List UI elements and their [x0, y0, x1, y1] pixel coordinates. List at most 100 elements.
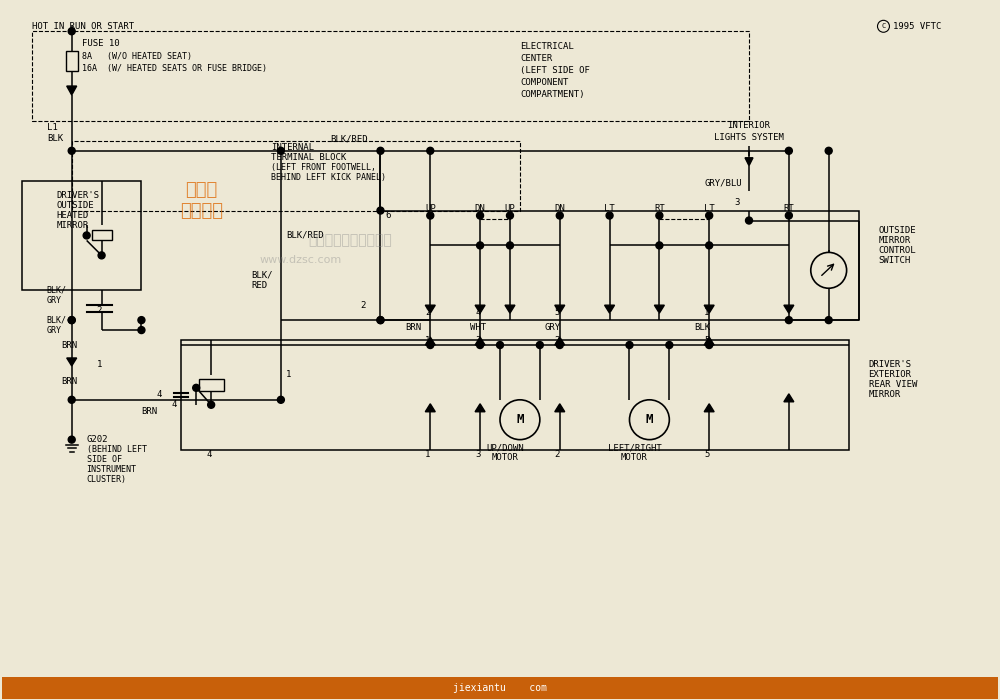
Text: 1: 1	[425, 450, 431, 459]
Circle shape	[656, 242, 663, 249]
Polygon shape	[784, 305, 794, 313]
Text: BLK/RED: BLK/RED	[331, 134, 368, 144]
Text: OUTSIDE: OUTSIDE	[57, 201, 94, 210]
Text: 2: 2	[97, 306, 102, 315]
Text: 4: 4	[206, 450, 212, 459]
Text: COMPARTMENT): COMPARTMENT)	[520, 90, 584, 99]
Circle shape	[477, 212, 484, 219]
Polygon shape	[425, 337, 435, 345]
Text: BEHIND LEFT KICK PANEL): BEHIND LEFT KICK PANEL)	[271, 173, 386, 182]
Text: EXTERIOR: EXTERIOR	[869, 370, 912, 379]
Text: UP: UP	[425, 204, 436, 213]
Circle shape	[811, 253, 847, 288]
Circle shape	[629, 400, 669, 440]
Text: REAR VIEW: REAR VIEW	[869, 380, 917, 389]
Text: 2: 2	[555, 450, 560, 459]
Text: DN: DN	[475, 204, 485, 213]
Circle shape	[785, 316, 792, 323]
Text: jiexiantu    com: jiexiantu com	[453, 682, 547, 693]
Polygon shape	[555, 305, 565, 313]
Text: 3: 3	[734, 198, 739, 207]
Polygon shape	[475, 337, 485, 345]
Circle shape	[706, 342, 713, 349]
Circle shape	[427, 147, 434, 154]
Text: DN: DN	[554, 204, 565, 213]
Text: RT: RT	[654, 204, 665, 213]
Circle shape	[68, 147, 75, 154]
Circle shape	[377, 316, 384, 323]
Circle shape	[138, 327, 145, 334]
Circle shape	[506, 242, 513, 249]
Text: DRIVER'S: DRIVER'S	[869, 360, 912, 370]
Text: 4: 4	[156, 391, 162, 399]
Text: INTERIOR: INTERIOR	[728, 121, 771, 130]
Bar	[199, 379, 224, 391]
Text: UP: UP	[505, 204, 515, 213]
Polygon shape	[475, 404, 485, 412]
Polygon shape	[475, 305, 485, 313]
Text: 4: 4	[171, 400, 177, 410]
Polygon shape	[654, 305, 664, 313]
Circle shape	[746, 217, 752, 224]
Polygon shape	[784, 394, 794, 402]
Text: BLK/RED: BLK/RED	[286, 231, 323, 240]
Text: 1995 VFTC: 1995 VFTC	[893, 22, 942, 31]
Circle shape	[536, 342, 543, 349]
Text: TERMINAL BLOCK: TERMINAL BLOCK	[271, 153, 346, 162]
Text: ELECTRICAL: ELECTRICAL	[520, 42, 574, 50]
Text: 6: 6	[385, 211, 391, 220]
Text: MIRROR: MIRROR	[869, 391, 901, 399]
Circle shape	[83, 232, 90, 239]
Text: C: C	[881, 23, 886, 29]
Polygon shape	[555, 404, 565, 412]
Text: 杭州将睿科技有限公司: 杭州将睿科技有限公司	[309, 233, 392, 247]
Text: BLK: BLK	[694, 323, 710, 332]
Text: 1: 1	[286, 370, 291, 379]
Circle shape	[68, 28, 75, 35]
Circle shape	[785, 147, 792, 154]
Circle shape	[477, 242, 484, 249]
Text: 1: 1	[97, 360, 102, 370]
Text: INSTRUMENT: INSTRUMENT	[87, 465, 137, 474]
Circle shape	[606, 212, 613, 219]
Circle shape	[706, 212, 713, 219]
Text: BRN: BRN	[62, 340, 78, 349]
Circle shape	[706, 242, 713, 249]
Text: SIDE OF: SIDE OF	[87, 455, 122, 464]
Circle shape	[377, 316, 384, 323]
Text: 2: 2	[425, 308, 431, 316]
Text: CLUSTER): CLUSTER)	[87, 475, 127, 484]
Text: BLK/: BLK/	[251, 271, 272, 280]
Circle shape	[377, 147, 384, 154]
Text: BLK/
GRY: BLK/ GRY	[47, 316, 67, 335]
Text: OUTSIDE: OUTSIDE	[878, 226, 916, 235]
Polygon shape	[67, 86, 77, 95]
Text: LT: LT	[604, 204, 615, 213]
Text: 3: 3	[475, 335, 480, 344]
Text: LT: LT	[704, 204, 715, 213]
Text: MIRROR: MIRROR	[878, 236, 911, 245]
Text: SWITCH: SWITCH	[878, 256, 911, 265]
Text: (LEFT SIDE OF: (LEFT SIDE OF	[520, 66, 590, 75]
Circle shape	[277, 147, 284, 154]
Text: UP/DOWN: UP/DOWN	[486, 443, 524, 452]
Circle shape	[68, 436, 75, 443]
Text: LEFT/RIGHT: LEFT/RIGHT	[608, 443, 661, 452]
Polygon shape	[704, 305, 714, 313]
Bar	[32, 32, 749, 121]
Text: 5: 5	[555, 308, 560, 316]
Text: 1: 1	[425, 335, 431, 344]
Text: RT: RT	[783, 204, 794, 213]
Text: MIRROR: MIRROR	[57, 221, 89, 230]
Bar	[92, 230, 112, 240]
Circle shape	[500, 400, 540, 440]
Text: HEATED: HEATED	[57, 211, 89, 220]
Text: 5: 5	[704, 335, 710, 344]
Text: MOTOR: MOTOR	[492, 453, 518, 462]
Text: CENTER: CENTER	[520, 54, 552, 63]
Polygon shape	[67, 358, 77, 366]
Text: HOT IN RUN OR START: HOT IN RUN OR START	[32, 22, 134, 31]
Text: L1: L1	[47, 123, 58, 132]
Bar	[380, 211, 859, 320]
Polygon shape	[605, 305, 615, 313]
